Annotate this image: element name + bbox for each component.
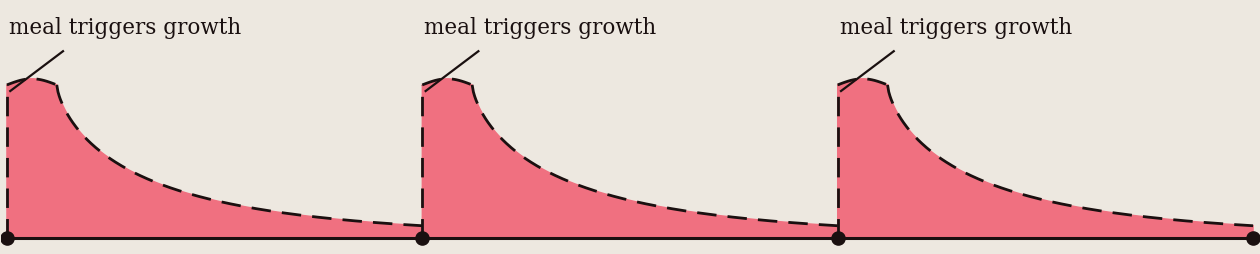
Polygon shape bbox=[838, 79, 1254, 238]
Text: meal triggers growth: meal triggers growth bbox=[9, 17, 241, 39]
Point bbox=[412, 236, 432, 240]
Text: meal triggers growth: meal triggers growth bbox=[425, 17, 656, 39]
Point bbox=[0, 236, 16, 240]
Text: meal triggers growth: meal triggers growth bbox=[839, 17, 1072, 39]
Polygon shape bbox=[422, 79, 838, 238]
Polygon shape bbox=[6, 79, 422, 238]
Point bbox=[1244, 236, 1260, 240]
Point bbox=[828, 236, 848, 240]
